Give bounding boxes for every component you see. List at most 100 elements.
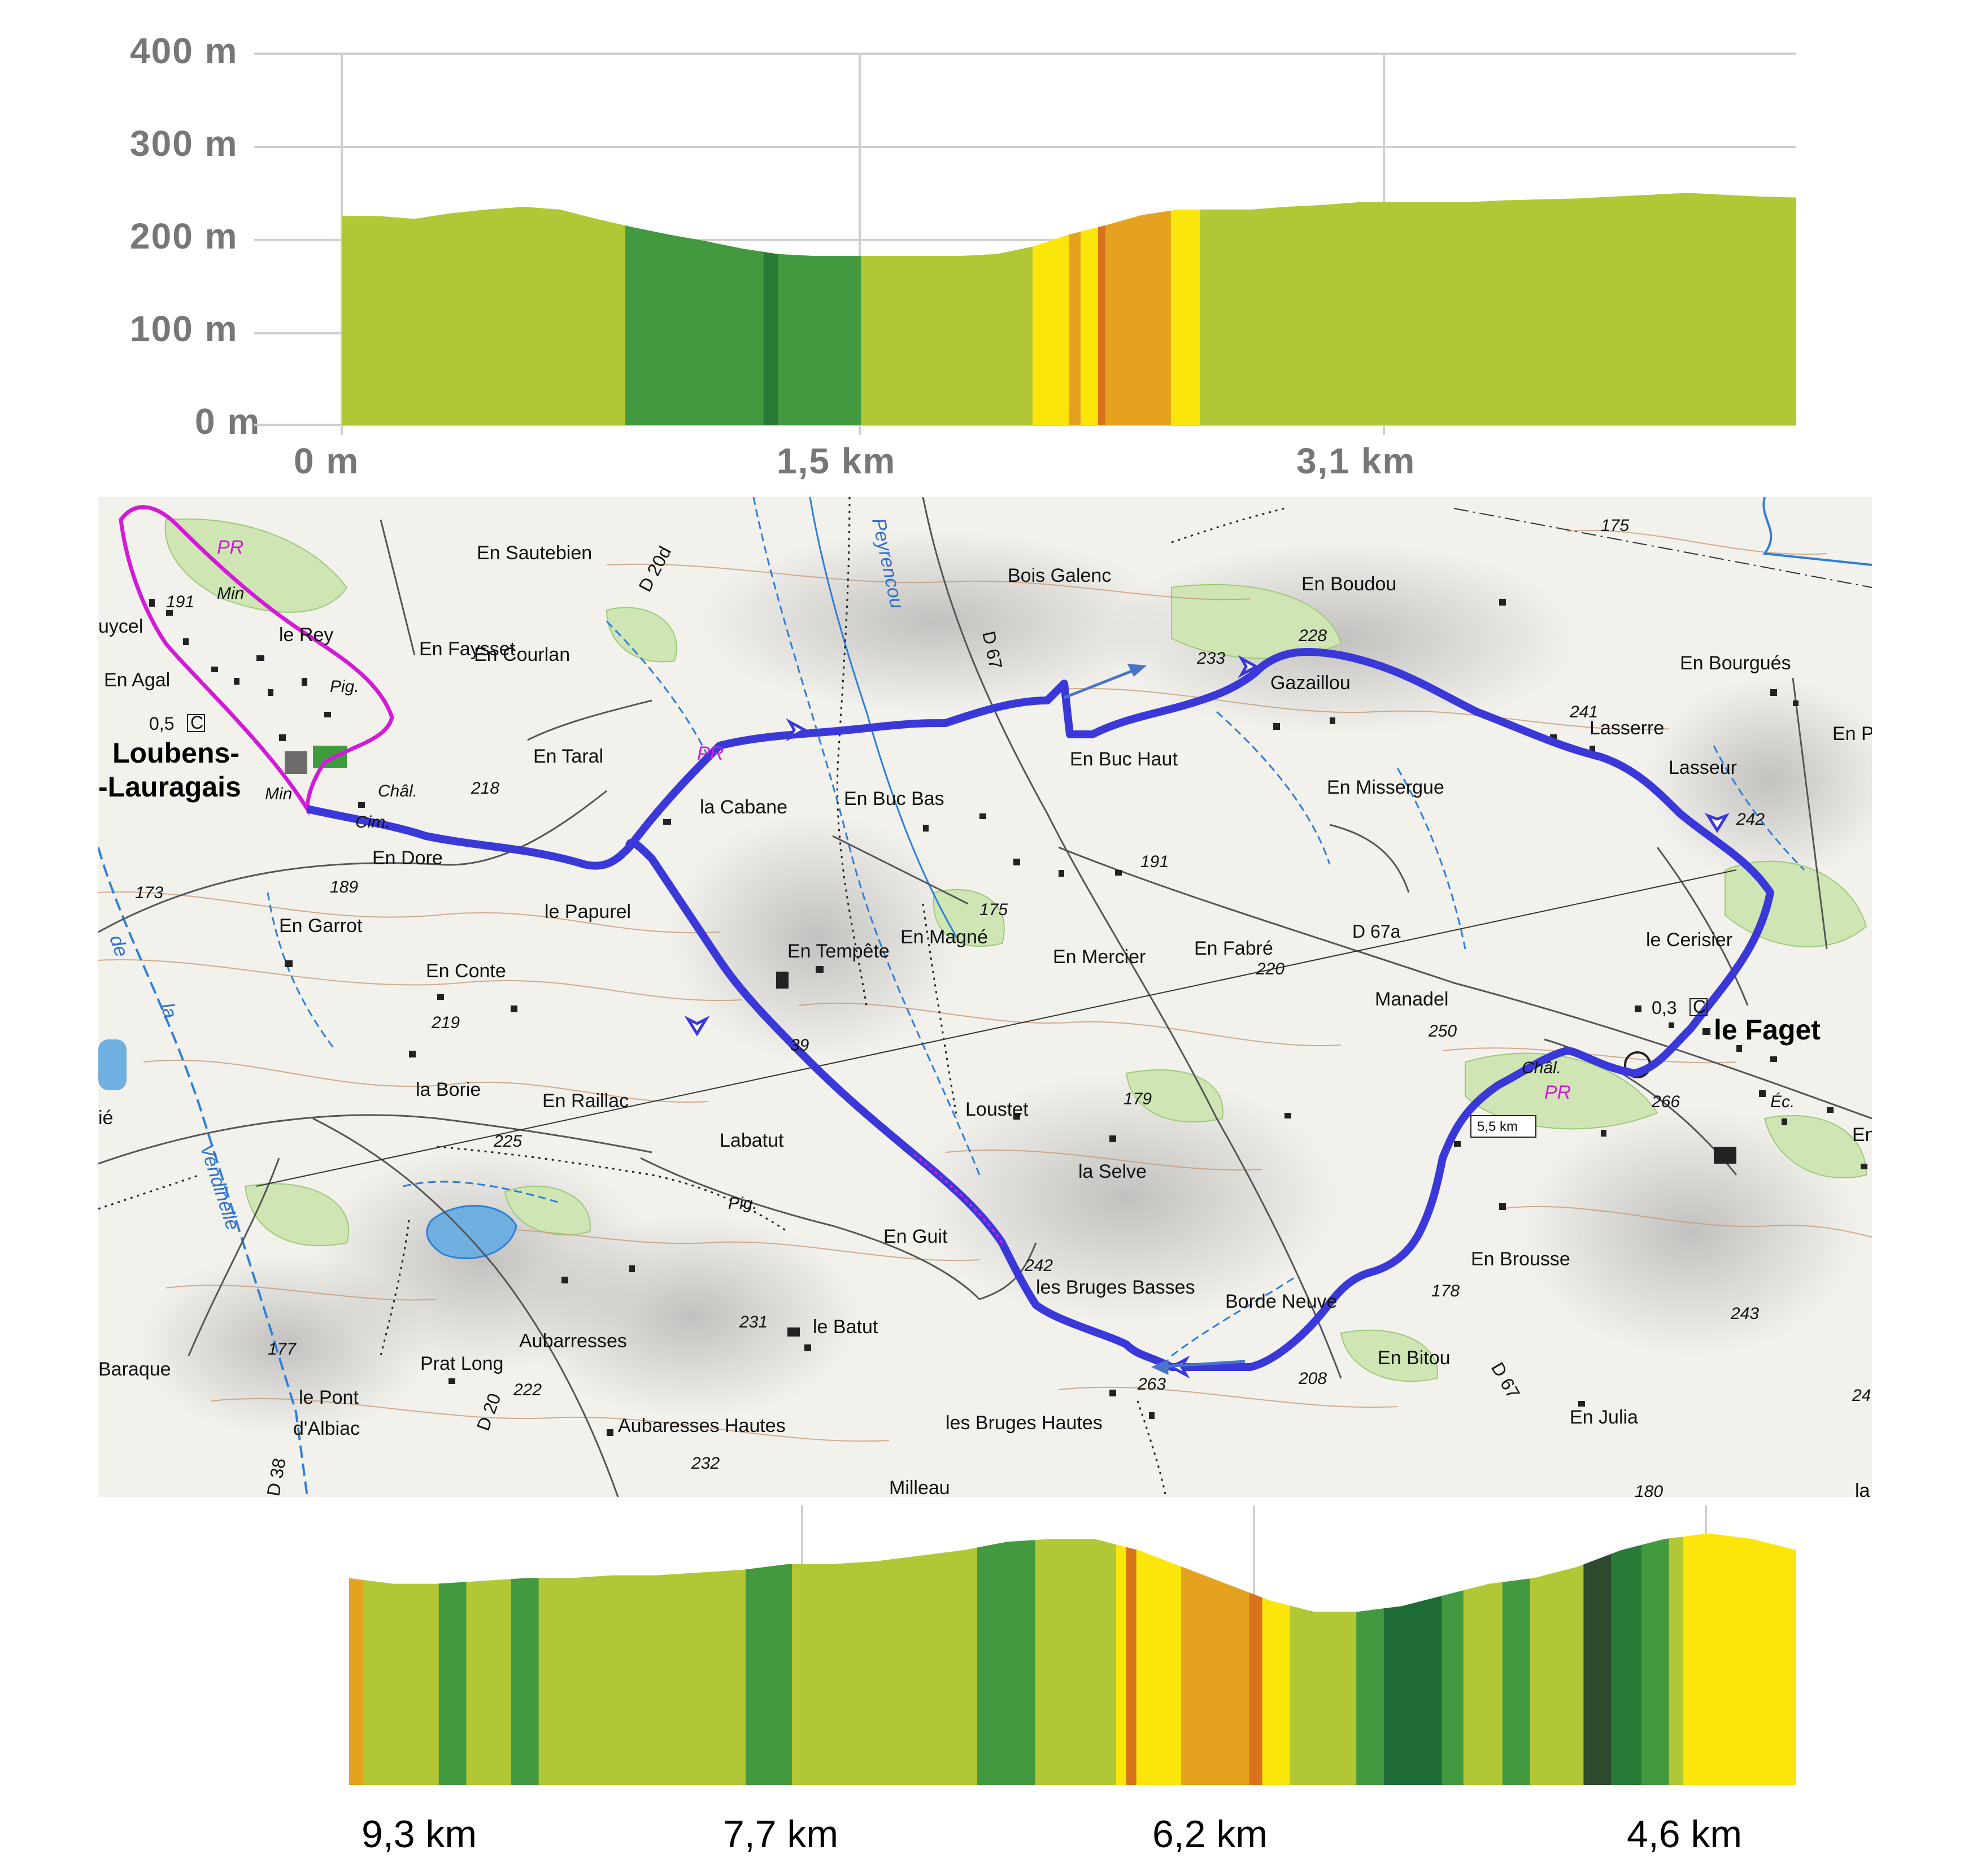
peyrencou-stream xyxy=(809,497,958,938)
top-elevation-profile: 400 m 300 m 200 m 100 m 0 m 0 m 1,5 km 3… xyxy=(0,0,1977,491)
altitude-label: 225 xyxy=(493,1132,522,1151)
elevation-area-bottom xyxy=(349,1533,1796,1785)
map-label: la xyxy=(1855,1480,1870,1497)
y-tick-200: 200 m xyxy=(130,216,238,256)
road-label: D 67a xyxy=(1352,921,1401,942)
map-label: Éc. xyxy=(1770,1092,1795,1111)
altitude-label: 263 xyxy=(1137,1375,1166,1394)
map-label: Borde Neuve xyxy=(1225,1291,1337,1312)
altitude-label: 242 xyxy=(1736,810,1765,829)
map-label: Pig. xyxy=(728,1194,757,1213)
map-label: le Rey xyxy=(279,624,333,646)
map-label: le Papurel xyxy=(545,901,631,922)
map-label: le Batut xyxy=(813,1316,878,1338)
profile-segment xyxy=(1033,193,1070,425)
altitude-label: 233 xyxy=(1196,649,1225,668)
profile-segment xyxy=(1669,1533,1684,1785)
y-tick-400: 400 m xyxy=(130,31,238,71)
map-label: En Courlan xyxy=(474,644,570,665)
altitude-label: 228 xyxy=(1298,626,1327,645)
profile-segment xyxy=(625,193,764,425)
profile-segment xyxy=(792,1533,978,1785)
footpaths xyxy=(98,497,1285,1497)
annotation-arrows xyxy=(1064,664,1246,1375)
profile-segment xyxy=(1583,1533,1612,1785)
profile-segment xyxy=(1105,193,1172,425)
profile-segment xyxy=(1383,1533,1443,1785)
route-direction-arrows xyxy=(684,655,1730,1379)
map-label: En Boudou xyxy=(1301,573,1396,595)
profile-segment xyxy=(466,1533,512,1785)
map-label: En Magné xyxy=(900,926,988,948)
altitude-label: 173 xyxy=(135,883,163,902)
castle-loubens xyxy=(313,746,347,768)
altitude-label: 250 xyxy=(1428,1022,1457,1041)
map-label: Manadel xyxy=(1375,989,1448,1010)
altitude-label: 218 xyxy=(471,779,499,798)
map-label: Loustet xyxy=(965,1099,1029,1120)
map-label: les Bruges Basses xyxy=(1036,1277,1195,1298)
map-label: En Fabré xyxy=(1194,938,1273,959)
map-label: PR xyxy=(1544,1082,1571,1103)
roads xyxy=(98,497,1872,1497)
altitude-label: 191 xyxy=(166,593,194,611)
map-label: Pig. xyxy=(330,677,359,696)
map-label: le Pont xyxy=(299,1387,359,1408)
boundary-line xyxy=(1453,508,1872,588)
profile-segment xyxy=(1081,193,1099,425)
y-tick-100: 100 m xyxy=(130,308,238,349)
altitude-label: 241 xyxy=(1569,703,1598,721)
altitude-label: 180 xyxy=(1635,1482,1663,1497)
map-label: Cim. xyxy=(355,813,390,832)
map-label: Bois Galenc xyxy=(1008,565,1111,586)
x-tick-7-7km: 7,7 km xyxy=(723,1813,838,1856)
map-label: ié xyxy=(98,1107,113,1129)
profile-segment xyxy=(861,193,1033,425)
map-label: Baraque xyxy=(98,1359,171,1380)
altitude-label: 232 xyxy=(691,1454,720,1473)
profile-segment xyxy=(1098,193,1106,425)
map-label: uycel xyxy=(98,616,143,637)
altitude-label: 231 xyxy=(739,1313,768,1331)
altitude-label: 243 xyxy=(1730,1304,1759,1323)
map-label: le Faget xyxy=(1714,1014,1821,1046)
pond-left xyxy=(98,1039,127,1090)
map-label: PR xyxy=(217,537,243,558)
svg-text:5,5 km: 5,5 km xyxy=(1477,1119,1518,1134)
pr-loop-route[interactable] xyxy=(119,505,394,816)
altitude-label: 191 xyxy=(1140,852,1169,871)
profile-segment xyxy=(1683,1533,1796,1785)
map-label: En Faysset xyxy=(419,638,516,660)
profile-segment xyxy=(778,193,862,425)
altitude-labels: 191 218 189 173 219 225 177 222 232 231 … xyxy=(135,516,1871,1497)
altitude-label: 178 xyxy=(1431,1282,1460,1300)
map-label: En Garrot xyxy=(279,915,363,937)
profile-segment xyxy=(363,1533,439,1785)
map-label: Châl. xyxy=(378,782,417,800)
map-label: En Raillac xyxy=(542,1090,629,1112)
bottom-elevation-profile: 9,3 km 7,7 km 6,2 km 4,6 km xyxy=(0,1497,1977,1876)
map-label: PR xyxy=(697,743,724,764)
profile-segment xyxy=(1611,1533,1642,1785)
start-checkered-flag xyxy=(285,751,307,774)
profile-segment xyxy=(1442,1533,1464,1785)
x-tick-0m: 0 m xyxy=(294,441,359,481)
topographic-map[interactable]: 0,5 C 0,3 C 5,5 km PR Min uycel le Rey E… xyxy=(98,497,1872,1497)
map-label: En Buc Haut xyxy=(1070,748,1178,770)
map-label: En Missergue xyxy=(1327,777,1444,798)
altitude-label: 189 xyxy=(330,878,358,896)
hill-shading xyxy=(138,531,1872,1435)
map-label: Min xyxy=(265,785,292,803)
distance-marker-03: 0,3 C xyxy=(1652,996,1708,1018)
map-label: En Mercier xyxy=(1053,946,1146,968)
map-label: la Cabane xyxy=(700,796,787,818)
altitude-label: 220 xyxy=(1256,960,1284,978)
profile-segment xyxy=(1502,1533,1531,1785)
y-tick-300: 300 m xyxy=(130,123,238,164)
profile-segment xyxy=(763,193,779,425)
altitude-label: 208 xyxy=(1298,1369,1327,1388)
x-tick-9-3km: 9,3 km xyxy=(362,1813,477,1856)
map-label: Min xyxy=(217,584,244,603)
map-label: En P xyxy=(1832,723,1872,745)
place-labels: PR Min uycel le Rey En Faysset En Courla… xyxy=(98,516,1872,1497)
